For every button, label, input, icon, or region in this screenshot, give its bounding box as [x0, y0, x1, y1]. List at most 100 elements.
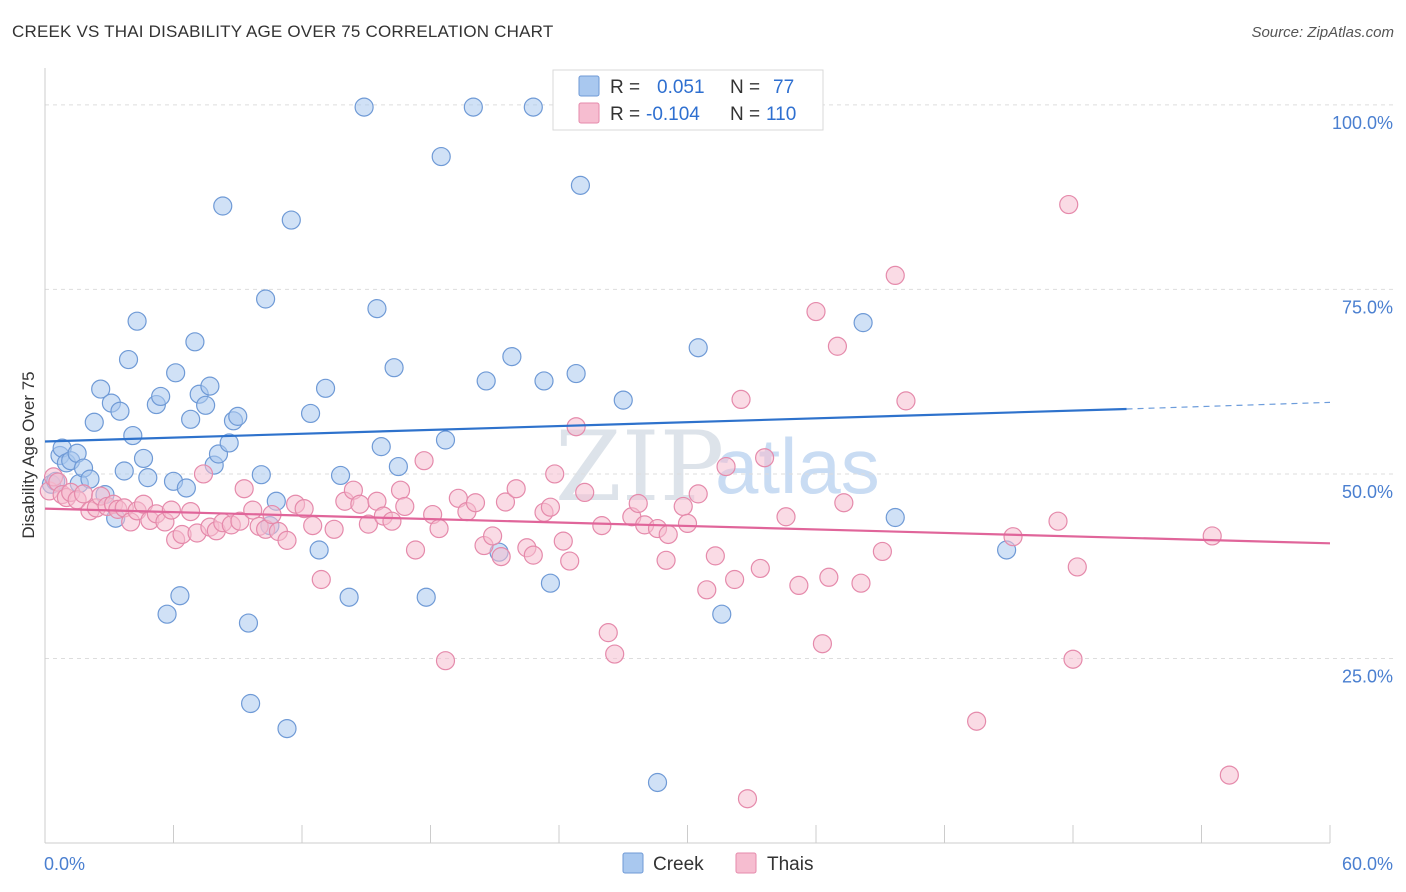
creek-point [118, 349, 139, 370]
thais-point [73, 484, 94, 504]
thais-point [716, 456, 736, 477]
legend-r-label-thais: R = [610, 104, 640, 125]
creek-point [176, 478, 196, 498]
legend-n-label-creek: N = [730, 77, 760, 98]
x-ticks [44, 825, 1331, 843]
creek-point [241, 693, 261, 714]
creek-point [200, 376, 220, 396]
y-tick-label: 100.0% [1332, 113, 1393, 133]
thais-point [414, 451, 434, 471]
creek-point [281, 210, 301, 230]
thais-point [540, 497, 561, 517]
thais-point [1059, 194, 1079, 215]
thais-point [628, 493, 648, 514]
thais-point [885, 265, 905, 286]
creek-point [114, 461, 134, 481]
thais-point [1003, 527, 1023, 547]
thais-point [673, 496, 693, 517]
creek-point [151, 386, 171, 407]
thais-point [834, 493, 854, 513]
thais-point [395, 496, 415, 517]
bottom-legend: Creek Thais [622, 852, 813, 875]
creek-point [251, 465, 271, 485]
creek-point [91, 379, 111, 399]
creek-point [885, 507, 905, 528]
creek-point [354, 97, 374, 117]
creek-point [185, 332, 205, 352]
creek-point [367, 299, 387, 319]
creek-point [435, 430, 456, 450]
thais-point [605, 644, 625, 664]
thais-point [234, 479, 254, 499]
legend-box: R = 0.051 N = 77 R = -0.104 N = 110 [552, 69, 824, 131]
bottom-legend-swatch-thais [735, 852, 757, 874]
thais-point [230, 511, 250, 531]
legend-n-value-creek: 77 [773, 77, 794, 98]
thais-trend-line [44, 507, 1331, 545]
thais-point [658, 524, 678, 545]
y-axis-label: Disability Age Over 75 [19, 371, 38, 538]
legend-n-label-thais: N = [730, 104, 760, 125]
thais-point [725, 569, 745, 590]
creek-points [41, 97, 1017, 793]
creek-point [540, 573, 561, 593]
thais-point [705, 546, 725, 566]
thais-point [806, 301, 826, 322]
thais-point [592, 516, 612, 536]
thais-point [390, 480, 411, 500]
thais-point [465, 493, 486, 513]
thais-point [677, 513, 698, 534]
creek-point [330, 465, 351, 486]
creek-point [853, 313, 873, 333]
watermark-atlas: atlas [715, 422, 880, 510]
thais-point [303, 516, 323, 536]
thais-point [872, 541, 892, 562]
thais-point [776, 507, 796, 527]
thais-point [812, 634, 833, 654]
thais-point [737, 789, 758, 809]
legend-swatch-thais [578, 102, 600, 124]
thais-point [731, 389, 751, 410]
thais-point [967, 711, 987, 731]
thais-point [750, 558, 770, 579]
thais-point [697, 580, 717, 600]
creek-point [170, 586, 190, 606]
legend-swatch-creek [578, 75, 600, 97]
thais-points [39, 194, 1239, 809]
creek-point [688, 338, 708, 358]
thais-point [243, 500, 263, 520]
thais-point [656, 550, 676, 570]
thais-point [483, 526, 503, 546]
thais-point [896, 391, 916, 411]
thais-point [598, 623, 618, 643]
chart-source: Source: ZipAtlas.com [1251, 24, 1394, 41]
creek-point [416, 587, 436, 607]
thais-point [851, 573, 871, 593]
creek-point [277, 718, 297, 739]
thais-point [358, 514, 378, 534]
creek-point [238, 613, 259, 633]
thais-point [435, 651, 456, 671]
creek-point [133, 448, 154, 469]
chart-title: CREEK VS THAI DISABILITY AGE OVER 75 COR… [12, 22, 554, 41]
thais-point [523, 545, 543, 565]
legend-r-label-creek: R = [610, 77, 640, 98]
creek-point [502, 346, 522, 367]
thais-point [789, 575, 809, 596]
x-tick-label-min: 0.0% [44, 854, 85, 874]
thais-point [382, 511, 402, 531]
creek-point [371, 437, 391, 457]
thais-point [754, 448, 775, 468]
gridlines [45, 104, 1393, 659]
y-tick-label: 50.0% [1342, 482, 1393, 502]
creek-point [384, 358, 404, 378]
creek-point [213, 196, 233, 216]
creek-point [196, 395, 216, 415]
creek-point [566, 363, 586, 384]
legend-n-value-thais: 110 [766, 104, 796, 125]
creek-point [431, 146, 451, 167]
creek-point [647, 772, 668, 793]
creek-point [570, 175, 591, 195]
thais-point [133, 494, 154, 514]
